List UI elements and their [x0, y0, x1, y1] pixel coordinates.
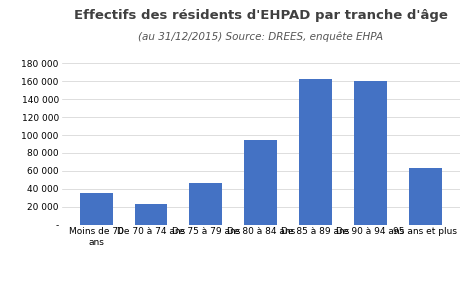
- Bar: [299, 79, 332, 225]
- Bar: [135, 204, 167, 225]
- Bar: [80, 193, 113, 225]
- Bar: [244, 139, 277, 225]
- Bar: [190, 183, 222, 225]
- Text: (au 31/12/2015) Source: DREES, enquête EHPA: (au 31/12/2015) Source: DREES, enquête E…: [138, 32, 383, 42]
- Text: Effectifs des résidents d'EHPAD par tranche d'âge: Effectifs des résidents d'EHPAD par tran…: [74, 9, 447, 22]
- Bar: [409, 168, 442, 225]
- Bar: [354, 81, 387, 225]
